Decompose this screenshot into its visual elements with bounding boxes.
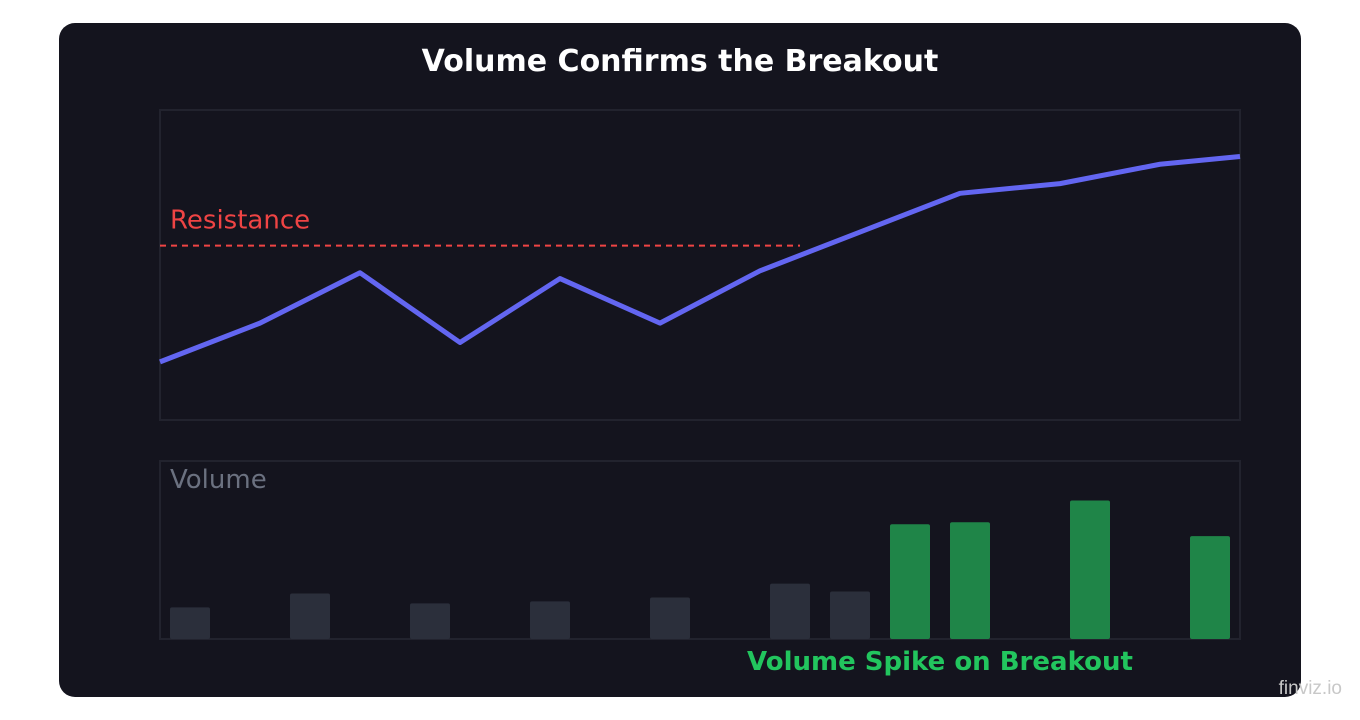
chart-title: Volume Confirms the Breakout [421,44,939,79]
price-panel-frame [159,109,1241,421]
volume-bar [410,603,450,639]
price-line [159,154,1241,365]
volume-bar [290,593,330,639]
volume-bar [650,597,690,639]
volume-panel-frame [159,460,1241,640]
volume-bar-spike [1070,500,1110,639]
volume-bar [830,591,870,639]
volume-bar-spike [1190,536,1230,639]
volume-label: Volume [170,465,267,495]
volume-spike-annotation: Volume Spike on Breakout [747,647,1133,677]
volume-bar [530,601,570,639]
volume-bar-spike [950,522,990,639]
volume-bar [770,583,810,639]
volume-bar-spike [890,524,930,639]
watermark: finviz.io [1278,678,1342,699]
resistance-label: Resistance [170,206,310,236]
volume-bar [170,607,210,639]
